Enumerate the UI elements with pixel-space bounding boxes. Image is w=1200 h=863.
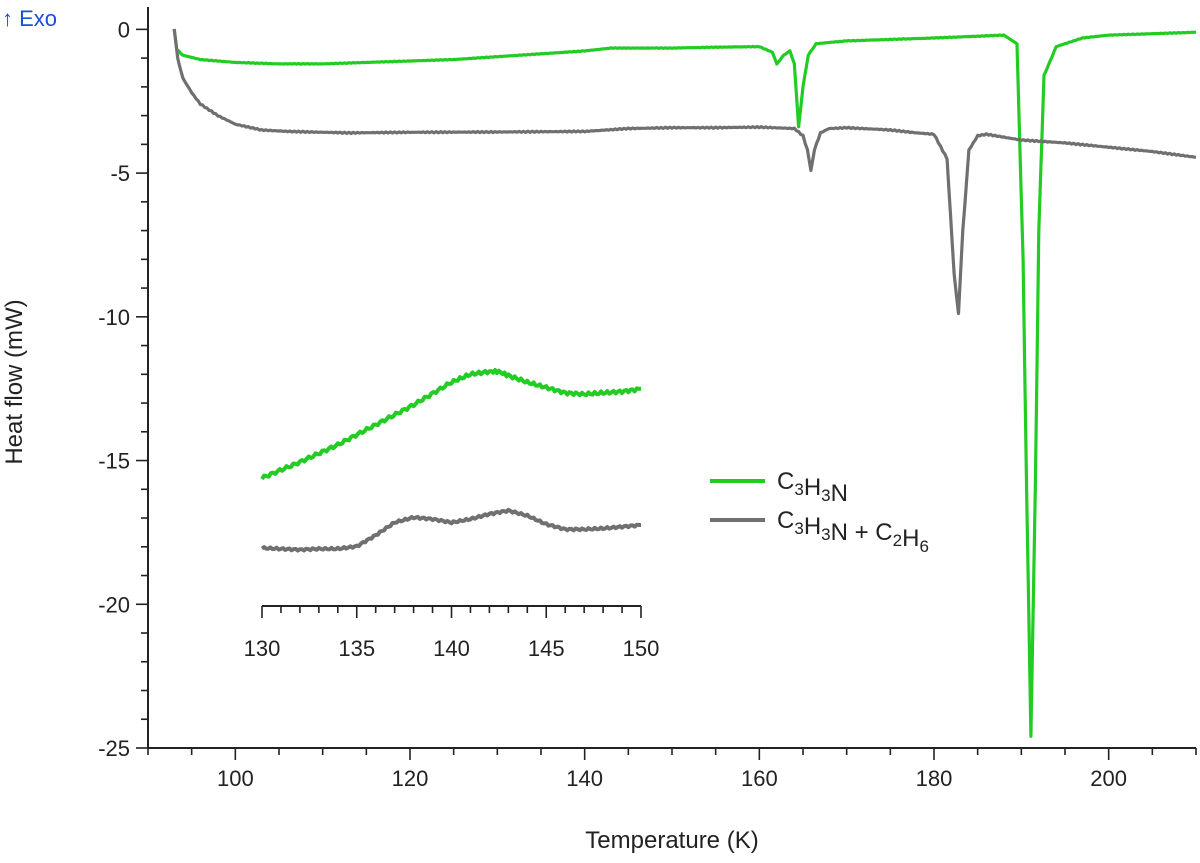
legend-label: C3H3N [777, 468, 848, 507]
legend-subscript: 6 [919, 537, 928, 556]
x-axis: 100 120 140 160 180 200 [147, 747, 1197, 791]
inset-chart: 130 135 140 145 150 [244, 368, 660, 661]
inset-x-tick-label: 135 [338, 636, 375, 661]
legend-subscript: 3 [821, 525, 830, 544]
legend-text-part: N + C [831, 519, 893, 546]
x-tick-label: 100 [217, 766, 254, 791]
x-axis-title: Temperature (K) [585, 827, 758, 854]
y-tick-label: 0 [118, 17, 130, 42]
y-axis: 0 -5 -10 -15 -20 -25 [98, 7, 149, 761]
x-tick-label: 160 [741, 766, 778, 791]
main-series-group [172, 28, 1197, 738]
inset-x-tick-label: 130 [244, 636, 281, 661]
inset-x-tick-label: 145 [528, 636, 565, 661]
y-axis-title: Heat flow (mW) [1, 299, 28, 464]
legend-text-part: N [831, 480, 848, 507]
x-tick-label: 120 [392, 766, 429, 791]
legend-text-part: H [804, 513, 821, 540]
series-line-c3h3n-c2h6 [172, 28, 1197, 316]
y-tick-label: -10 [98, 305, 130, 330]
y-tick-label: -20 [98, 592, 130, 617]
legend-text-part: C [777, 468, 794, 495]
y-tick-label: -5 [110, 161, 130, 186]
legend-text-part: H [804, 474, 821, 501]
legend-text-part: C [777, 507, 794, 534]
legend-label: C3H3N + C2H6 [777, 507, 929, 556]
y-tick-label: -25 [98, 736, 130, 761]
inset-x-tick-label: 140 [433, 636, 470, 661]
x-tick-label: 140 [566, 766, 603, 791]
exo-direction-label: ↑ Exo [2, 6, 57, 31]
series-line-c3h3n [172, 28, 1197, 738]
inset-series-line-c3h3n-c2h6 [260, 507, 641, 553]
inset-series-line-c3h3n [260, 368, 642, 481]
x-tick-label: 180 [916, 766, 953, 791]
legend-subscript: 2 [893, 531, 902, 550]
y-tick-label: -15 [98, 449, 130, 474]
legend-subscript: 3 [794, 519, 803, 538]
inset-x-tick-label: 150 [623, 636, 660, 661]
x-tick-label: 200 [1090, 766, 1127, 791]
legend-subscript: 3 [821, 486, 830, 505]
legend-subscript: 3 [794, 480, 803, 499]
legend-text-part: H [902, 525, 919, 552]
